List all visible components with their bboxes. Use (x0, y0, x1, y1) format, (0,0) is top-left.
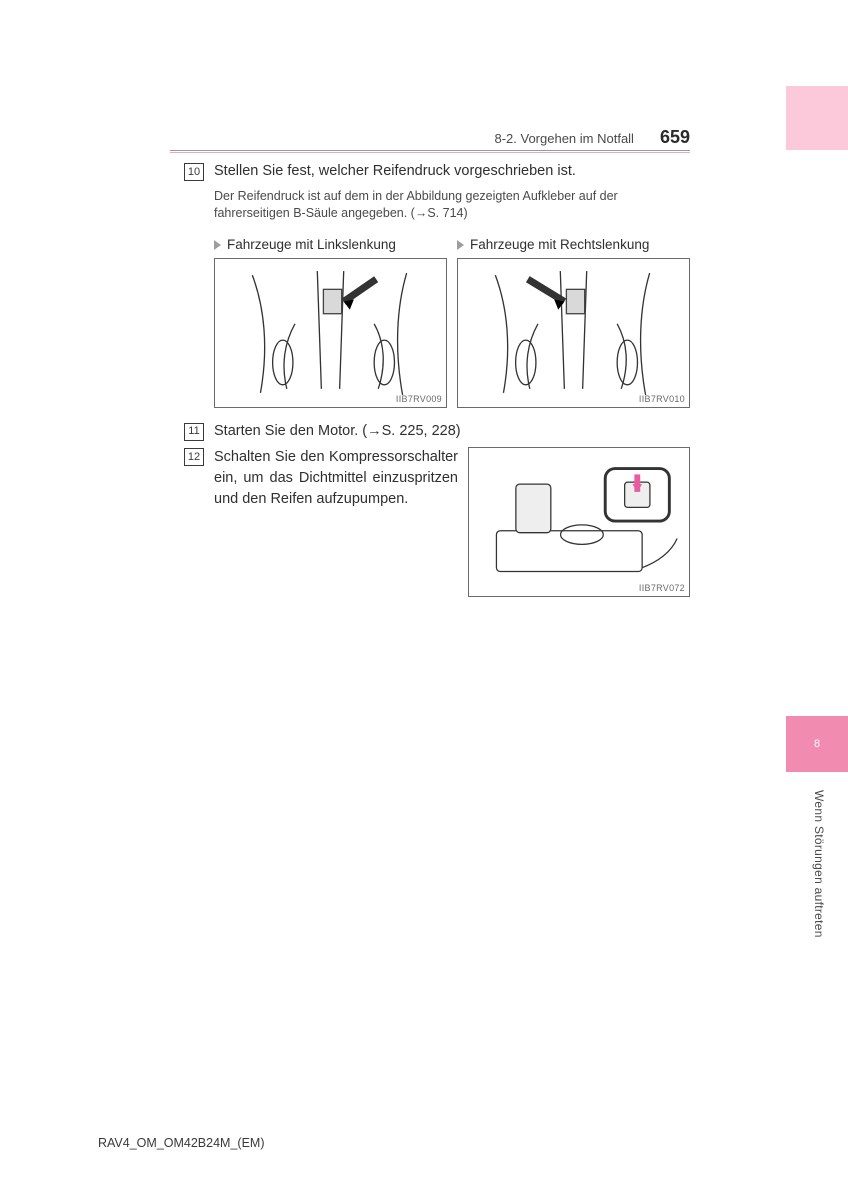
line-art-placeholder (466, 267, 681, 399)
step-10: 10 Stellen Sie fest, welcher Reifendruck… (184, 162, 690, 223)
triangle-icon (214, 240, 221, 250)
step-title: Stellen Sie fest, welcher Reifendruck vo… (214, 162, 690, 182)
step-number-box: 12 (184, 448, 204, 466)
figure-id: IIB7RV072 (639, 583, 685, 593)
figure-compressor: IIB7RV072 (468, 447, 690, 597)
column-left: Fahrzeuge mit Linkslenkung (214, 237, 447, 408)
step-number: 11 (188, 426, 199, 437)
step-body: Starten Sie den Motor. (→S. 225, 228) (214, 422, 690, 442)
figure-right: IIB7RV010 (457, 258, 690, 408)
step-number-box: 11 (184, 423, 204, 441)
step-body: Stellen Sie fest, welcher Reifendruck vo… (214, 162, 690, 223)
section-label: 8-2. Vorgehen im Notfall (494, 131, 633, 146)
chapter-title-vertical: Wenn Störungen auftreten (812, 790, 826, 938)
manual-page: 8-2. Vorgehen im Notfall 659 10 Stellen … (0, 0, 848, 1200)
footer-doc-id: RAV4_OM_OM42B24M_(EM) (98, 1136, 265, 1150)
line-art-placeholder (223, 267, 438, 399)
step-number: 12 (188, 452, 200, 463)
figure-id: IIB7RV009 (396, 394, 442, 404)
side-tab-light (786, 86, 848, 150)
step-title: Schalten Sie den Kompressorschalter ein,… (214, 447, 458, 597)
figure-left: IIB7RV009 (214, 258, 447, 408)
step-number: 10 (188, 167, 200, 178)
content-area: 10 Stellen Sie fest, welcher Reifendruck… (184, 162, 690, 597)
step-number-box: 10 (184, 163, 204, 181)
step-title: Starten Sie den Motor. (→S. 225, 228) (214, 422, 690, 442)
step-12: 12 Schalten Sie den Kompressorschalter e… (184, 447, 690, 597)
step-11: 11 Starten Sie den Motor. (→S. 225, 228) (184, 422, 690, 442)
chapter-tab: 8 (786, 716, 848, 772)
figure-row: Fahrzeuge mit Linkslenkung (214, 237, 690, 408)
column-label-right: Fahrzeuge mit Rechtslenkung (457, 237, 690, 252)
figure-id: IIB7RV010 (639, 394, 685, 404)
header-rule (170, 150, 690, 151)
page-number: 659 (660, 127, 690, 148)
column-right: Fahrzeuge mit Rechtslenkung (457, 237, 690, 408)
step-subtext: Der Reifendruck ist auf dem in der Abbil… (214, 188, 690, 223)
column-label-left: Fahrzeuge mit Linkslenkung (214, 237, 447, 252)
column-label-text: Fahrzeuge mit Rechtslenkung (470, 237, 649, 252)
chapter-number: 8 (814, 738, 820, 750)
line-art-placeholder (477, 456, 681, 588)
header-rule-accent (170, 152, 690, 153)
column-label-text: Fahrzeuge mit Linkslenkung (227, 237, 396, 252)
page-header: 8-2. Vorgehen im Notfall 659 (170, 127, 690, 148)
triangle-icon (457, 240, 464, 250)
